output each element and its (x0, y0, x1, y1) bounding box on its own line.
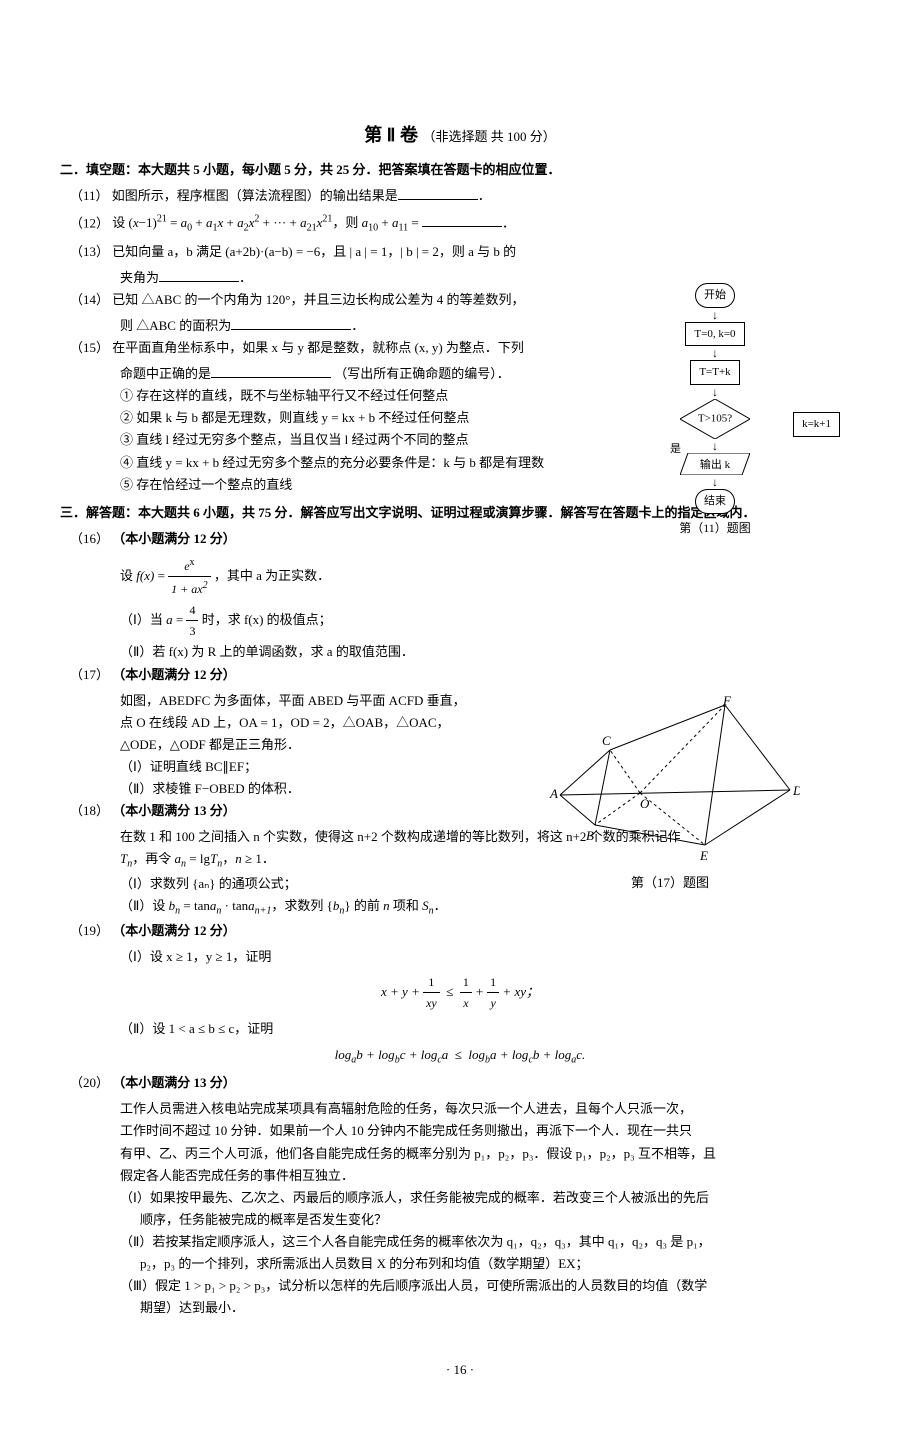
q16-body: 设 f(x) = ex1 + ax2 ，其中 a 为正实数． (60, 554, 860, 600)
q15-opt1: ① 存在这样的直线，既不与坐标轴平行又不经过任何整点 (60, 385, 580, 407)
q20-l4: 假定各人能否完成任务的事件相互独立． (60, 1165, 860, 1187)
q17-l1: 如图，ABEDFC 为多面体，平面 ABED 与平面 ACFD 垂直， (60, 690, 580, 712)
q13-line2: 夹角为． (60, 267, 580, 289)
q20-l2: 工作时间不超过 10 分钟．如果前一个人 10 分钟内不能完成任务则撤出，再派下… (60, 1120, 860, 1142)
blank (398, 186, 478, 200)
q20-p1b: 顺序，任务能被完成的概率是否发生变化？ (60, 1209, 860, 1231)
solid-figure: A B C D E F O 第（17）题图 (540, 695, 800, 894)
q20: （20） （本小题满分 13 分） (60, 1072, 860, 1094)
q16-p2: （Ⅱ）若 f(x) 为 R 上的单调函数，求 a 的取值范围． (60, 641, 860, 663)
svg-text:C: C (602, 733, 611, 748)
q15-text-c: （写出所有正确命题的编号）． (334, 366, 510, 381)
q12-num: （12） (70, 215, 109, 230)
solid-caption: 第（17）题图 (540, 872, 800, 894)
q15-opt2: ② 如果 k 与 b 都是无理数，则直线 y = kx + b 不经过任何整点 (60, 407, 580, 429)
svg-text:A: A (549, 786, 558, 801)
solid-svg: A B C D E F O (540, 695, 800, 865)
svg-text:O: O (640, 796, 650, 811)
q15-line2: 命题中正确的是 （写出所有正确命题的编号）． (60, 363, 580, 385)
blank (422, 213, 502, 227)
svg-text:输出 k: 输出 k (700, 457, 731, 471)
flow-start: 开始 (695, 283, 735, 308)
q14-line2: 则 △ABC 的面积为． (60, 315, 580, 337)
q14: （14） 已知 △ABC 的一个内角为 120°，并且三边长构成公差为 4 的等… (60, 289, 580, 311)
q19: （19） （本小题满分 12 分） (60, 920, 860, 942)
arrow-icon: ↓ (640, 311, 790, 319)
q15-opt3: ③ 直线 l 经过无穷多个整点，当且仅当 l 经过两个不同的整点 (60, 429, 580, 451)
q15-num: （15） (70, 340, 109, 355)
arrow-icon: ↓ (640, 388, 790, 396)
q20-l3: 有甲、乙、丙三个人可派，他们各自能完成任务的概率分别为 p₁，p₂，p₃．假设 … (60, 1143, 860, 1165)
title-part1: 第 Ⅱ 卷 (364, 125, 418, 145)
flow-end: 结束 (695, 489, 735, 514)
q20-p3a: （Ⅲ）假定 1 > p₁ > p₂ > p₃，试分析以怎样的先后顺序派出人员，可… (60, 1275, 860, 1297)
q16-points: （本小题满分 12 分） (112, 531, 236, 546)
q18-points: （本小题满分 13 分） (112, 803, 236, 818)
page-number: · 16 · (60, 1359, 860, 1381)
flow-loop: k=k+1 (793, 412, 840, 437)
q19-num: （19） (70, 923, 109, 938)
q15-text-b: 命题中正确的是 (120, 366, 211, 381)
flow-decision: T>105? (680, 399, 750, 439)
arrow-icon: ↓ (640, 442, 790, 450)
flowchart-figure: 开始 ↓ T=0, k=0 ↓ T=T+k ↓ T>105? 否 k=k+1 是… (640, 280, 790, 538)
section-title: 第 Ⅱ 卷 （非选择题 共 100 分） (60, 120, 860, 151)
q13-text-a: 已知向量 a，b 满足 (a+2b)·(a−b) = −6，且 | a | = … (112, 244, 516, 259)
q13-num: （13） (70, 244, 109, 259)
q15: （15） 在平面直角坐标系中，如果 x 与 y 都是整数，就称点 (x, y) … (60, 337, 580, 359)
q20-p1a: （Ⅰ）如果按甲最先、乙次之、丙最后的顺序派人，求任务能被完成的概率．若改变三个人… (60, 1187, 860, 1209)
flow-init: T=0, k=0 (685, 322, 744, 347)
blank (211, 364, 331, 378)
q20-p2a: （Ⅱ）若按某指定顺序派人，这三个人各自能完成任务的概率依次为 q₁，q₂，q₃，… (60, 1231, 860, 1253)
q17-num: （17） (70, 667, 109, 682)
q19-p1: （Ⅰ）设 x ≥ 1，y ≥ 1，证明 (60, 946, 860, 968)
flowchart-caption: 第（11）题图 (640, 518, 790, 538)
q19-formula2: logab + logbc + logca ≤ logba + logcb + … (60, 1044, 860, 1069)
arrow-icon: ↓ (640, 349, 790, 357)
flow-output: 输出 k (680, 453, 750, 475)
svg-text:F: F (722, 695, 732, 708)
title-part2: （非选择题 共 100 分） (423, 129, 556, 144)
flow-step: T=T+k (690, 360, 739, 385)
q14-text-a: 已知 △ABC 的一个内角为 120°，并且三边长构成公差为 4 的等差数列， (112, 292, 524, 307)
q19-points: （本小题满分 12 分） (112, 923, 236, 938)
q15-text-a: 在平面直角坐标系中，如果 x 与 y 都是整数，就称点 (x, y) 为整点．下… (112, 340, 524, 355)
q16-num: （16） (70, 531, 109, 546)
flow-yes-label: 是 (670, 440, 681, 459)
q20-p2b: p₂，p₃ 的一个排列，求所需派出人员数目 X 的分布列和均值（数学期望）EX； (60, 1253, 860, 1275)
section2-heading: 二．填空题：本大题共 5 小题，每小题 5 分，共 25 分．把答案填在答题卡的… (60, 159, 860, 181)
q14-text-b: 则 △ABC 的面积为 (120, 318, 231, 333)
q19-p2: （Ⅱ）设 1 < a ≤ b ≤ c，证明 (60, 1018, 860, 1040)
q13-text-b: 夹角为 (120, 270, 159, 285)
q20-p3b: 期望）达到最小． (60, 1297, 860, 1319)
q18-num: （18） (70, 803, 109, 818)
q12: （12） 设 (x−1)21 = a0 + a1x + a2x2 + ··· +… (60, 211, 580, 237)
page-content: 第 Ⅱ 卷 （非选择题 共 100 分） 二．填空题：本大题共 5 小题，每小题… (60, 120, 860, 1381)
q13: （13） 已知向量 a，b 满足 (a+2b)·(a−b) = −6，且 | a… (60, 241, 580, 263)
svg-text:B: B (586, 828, 594, 843)
q11: （11） 如图所示，程序框图（算法流程图）的输出结果是． (60, 185, 580, 207)
q20-num: （20） (70, 1075, 109, 1090)
blank (231, 316, 351, 330)
q17: （17） （本小题满分 12 分） (60, 664, 860, 686)
q17-l2: 点 O 在线段 AD 上，OA = 1，OD = 2，△OAB，△OAC， (60, 712, 580, 734)
q17-l3: △ODE，△ODF 都是正三角形． (60, 734, 580, 756)
q20-points: （本小题满分 13 分） (112, 1075, 236, 1090)
q14-num: （14） (70, 292, 109, 307)
q18-p2: （Ⅱ）设 bn = tanan · tanan+1，求数列 {bn} 的前 n … (60, 895, 860, 920)
q11-text: 如图所示，程序框图（算法流程图）的输出结果是 (112, 188, 398, 203)
q11-num: （11） (70, 188, 109, 203)
svg-text:D: D (792, 783, 800, 798)
blank (159, 268, 239, 282)
svg-text:E: E (699, 848, 708, 863)
q16-p1: （Ⅰ）当 a = 43 时，求 f(x) 的极值点； (60, 600, 860, 642)
q17-points: （本小题满分 12 分） (112, 667, 236, 682)
q20-l1: 工作人员需进入核电站完成某项具有高辐射危险的任务，每次只派一个人进去，且每个人只… (60, 1098, 860, 1120)
q12-text-a: 设 (x−1)21 = a0 + a1x + a2x2 + ··· + a21x… (112, 215, 422, 230)
arrow-icon: ↓ (640, 478, 790, 486)
q19-formula1: x + y + 1xy ≤ 1x + 1y + xy； (60, 972, 860, 1014)
